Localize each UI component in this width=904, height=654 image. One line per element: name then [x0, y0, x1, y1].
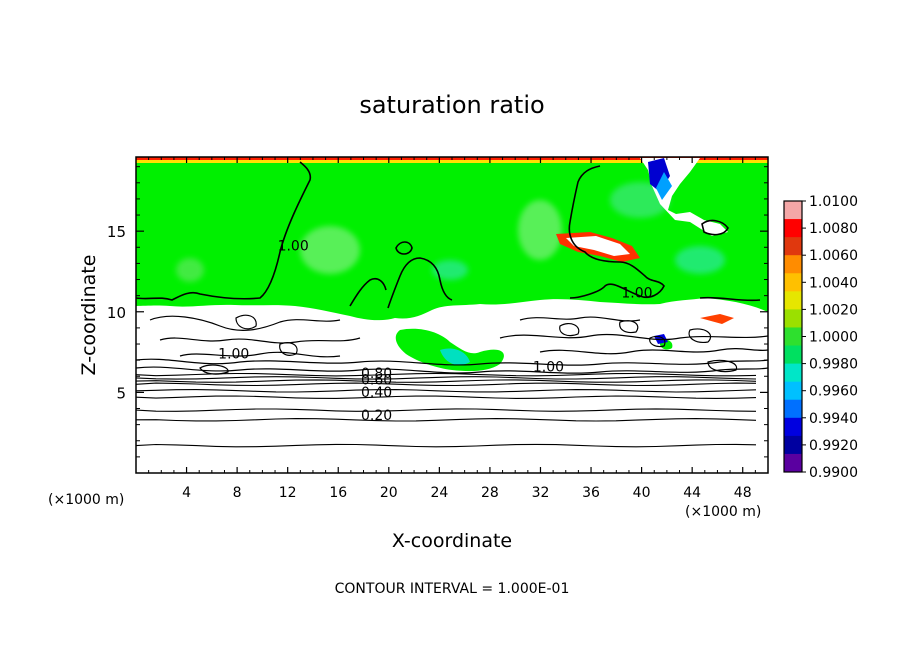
- contour-label: 1.00: [533, 359, 564, 375]
- x-tick-label: 44: [683, 485, 701, 501]
- chart-title: saturation ratio: [359, 91, 544, 119]
- x-axis-label: X-coordinate: [392, 530, 512, 552]
- colorbar-swatch: [784, 435, 802, 455]
- colorbar-swatch: [784, 273, 802, 292]
- contour-label: 0.40: [361, 385, 392, 401]
- colorbar-swatch: [784, 309, 802, 328]
- colorbar-label: 1.0020: [809, 302, 858, 318]
- colorbar-label: 0.9980: [809, 357, 858, 373]
- x-tick-label: 4: [182, 485, 191, 501]
- contour-line-0.90: [135, 372, 757, 377]
- colorbar-swatch: [784, 291, 802, 310]
- horizontal-contours: [135, 372, 757, 448]
- contour-line-0.20: [135, 418, 757, 422]
- colorbar-swatch: [784, 237, 802, 256]
- colorbar-label: 1.0080: [809, 221, 858, 237]
- colorbar-swatch: [784, 345, 802, 365]
- contour-interval-note: CONTOUR INTERVAL = 1.000E-01: [335, 581, 570, 597]
- colorbar-label: 0.9960: [809, 384, 858, 400]
- contour-label: 0.20: [361, 408, 392, 424]
- colorbar-swatch: [784, 201, 802, 220]
- x-tick-label: 8: [233, 485, 242, 501]
- x-tick-label: 36: [582, 485, 600, 501]
- y-tick-label: 15: [107, 223, 126, 241]
- contour-lines-clear: [136, 314, 768, 375]
- x-tick-label: 12: [279, 485, 297, 501]
- colorbar-label: 1.0040: [809, 275, 858, 291]
- plot-area: [136, 157, 768, 473]
- contour-line-0.40: [135, 395, 757, 399]
- contour-label: 1.00: [218, 347, 249, 363]
- x-tick-label: 20: [380, 485, 398, 501]
- contour-label: 1.00: [621, 285, 652, 301]
- contour-line-0.80: [135, 376, 757, 380]
- colorbar-swatch: [784, 327, 802, 347]
- x-tick-label: 24: [430, 485, 448, 501]
- contour-lines: [136, 161, 761, 309]
- contour-labels: 1.00 1.00 1.00 1.00 0.800.600.40 0.20: [218, 239, 652, 424]
- y-axis: 5 10 15: [107, 166, 768, 458]
- colorbar-label: 1.0060: [809, 248, 858, 264]
- colorbar-label: 0.9900: [809, 465, 858, 481]
- z-unit-label: (×1000 m): [48, 492, 124, 508]
- colorbar-swatch: [784, 399, 802, 419]
- contour-label: 0.60: [361, 372, 392, 388]
- colorbar-label: 1.0000: [809, 330, 858, 346]
- x-unit-label: (×1000 m): [685, 504, 761, 520]
- colorbar-swatch: [784, 363, 802, 383]
- colorbar-swatch: [784, 381, 802, 401]
- colorbar-label: 1.0100: [809, 194, 858, 210]
- x-tick-label: 40: [633, 485, 651, 501]
- colorbar-swatch: [784, 417, 802, 437]
- saturated-region: [136, 157, 768, 321]
- contour-line-0.10: [135, 443, 757, 448]
- contour-label: 1.00: [278, 239, 309, 255]
- contour-label: 0.80: [361, 366, 392, 382]
- contour-line-0.60: [135, 382, 757, 387]
- y-axis-label: Z-coordinate: [78, 255, 100, 376]
- y-tick-label: 10: [107, 304, 126, 322]
- colorbar: 1.0100 1.0080 1.0060 1.0040 1.0020 1.0000 0.99…: [783, 194, 858, 481]
- x-tick-label: 16: [329, 485, 347, 501]
- colorbar-swatch: [784, 453, 802, 473]
- colorbar-swatch: [784, 255, 802, 274]
- contour-line-0.50: [135, 389, 757, 393]
- colorbar-swatch: [784, 219, 802, 238]
- contour-line-0.70: [135, 379, 757, 383]
- colorbar-label: 0.9940: [809, 411, 858, 427]
- y-tick-label: 5: [116, 384, 126, 402]
- x-tick-label: 32: [532, 485, 550, 501]
- contour-line-0.30: [135, 408, 757, 412]
- x-tick-label: 48: [734, 485, 752, 501]
- colorbar-label: 0.9920: [809, 438, 858, 454]
- x-tick-label: 28: [481, 485, 499, 501]
- x-axis: 4 8 12 16 20 24 28 32 36 40 44 48: [148, 157, 756, 501]
